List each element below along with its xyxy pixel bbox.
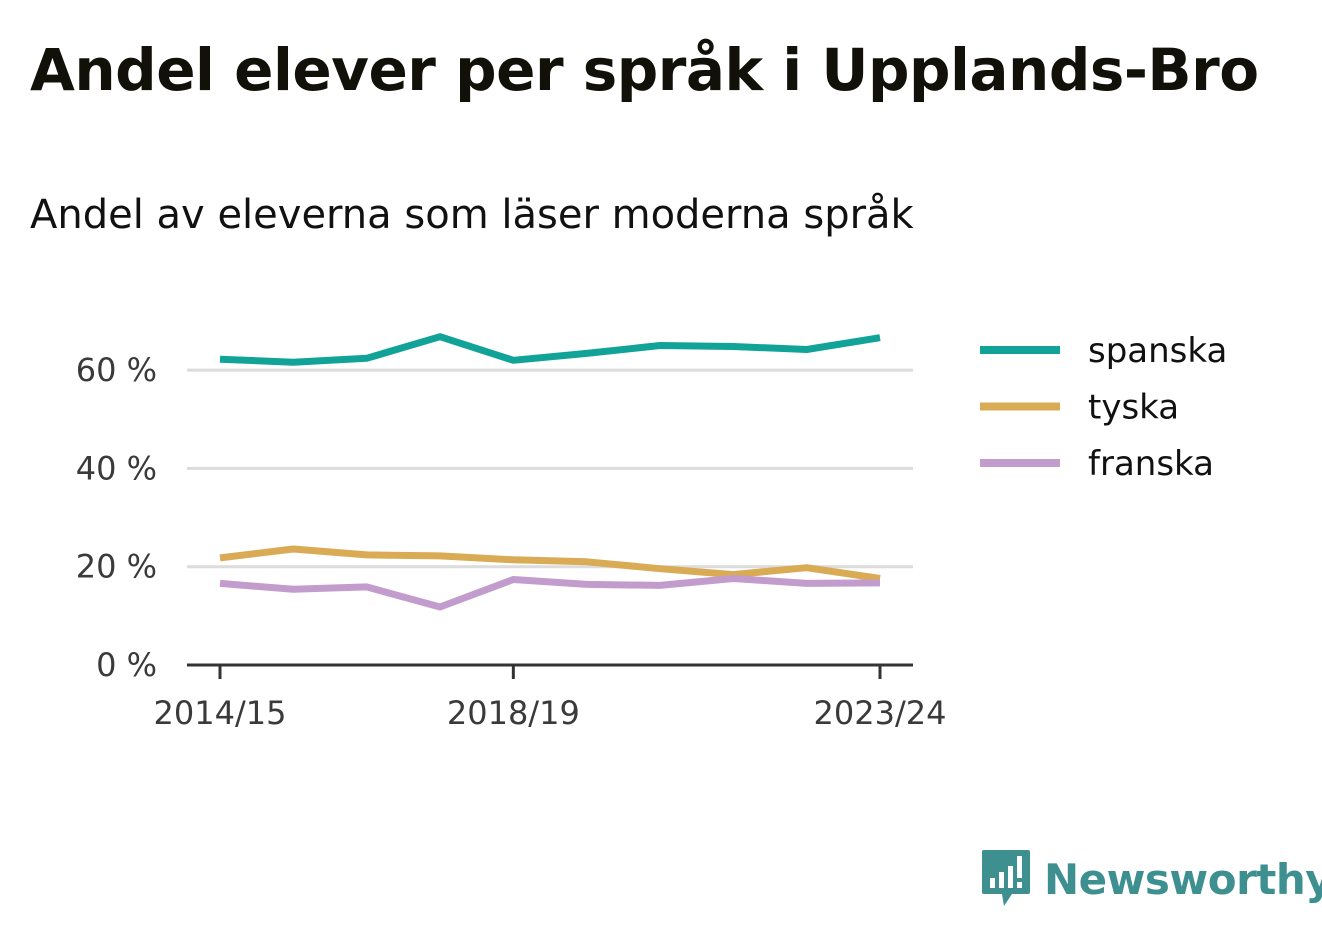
gridlines [187, 368, 913, 569]
series-line-tyska [219, 545, 881, 582]
x-tick-label: 2018/19 [447, 694, 580, 732]
y-tick-label: 40 % [76, 449, 157, 487]
y-tick-label: 0 % [96, 646, 157, 684]
legend-label-franska: franska [1088, 444, 1214, 484]
series-lines [219, 333, 881, 611]
axes: 0 % 20 % 40 % 60 % 2014/15 2018/19 2023/24 [76, 351, 947, 732]
legend: spanska tyska franska [980, 331, 1227, 484]
newsworthy-logo: Newsworthy [980, 848, 1322, 910]
legend-label-spanska: spanska [1088, 331, 1227, 371]
x-tick-label: 2014/15 [154, 694, 287, 732]
series-line-franska [219, 575, 881, 611]
brand-name: Newsworthy [1044, 854, 1322, 904]
y-tick-label: 20 % [76, 548, 157, 586]
x-tick-label: 2023/24 [814, 694, 947, 732]
legend-label-tyska: tyska [1088, 388, 1179, 428]
series-line-spanska [219, 333, 881, 366]
y-tick-label: 60 % [76, 351, 157, 389]
chart-title: Andel elever per språk i Upplands-Bro [30, 36, 1259, 104]
chart-subtitle: Andel av eleverna som läser moderna språ… [30, 192, 914, 238]
newsworthy-logo-icon [982, 850, 1030, 906]
